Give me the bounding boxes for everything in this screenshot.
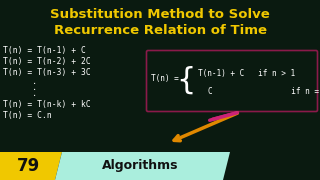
Text: T(n) = T(n-2) + 2C: T(n) = T(n-2) + 2C <box>3 57 91 66</box>
Text: {: { <box>176 66 196 94</box>
Text: T(n) = T(n-k) + kC: T(n) = T(n-k) + kC <box>3 100 91 109</box>
Text: Algorithms: Algorithms <box>102 159 178 172</box>
Text: .: . <box>3 83 37 92</box>
Text: 79: 79 <box>16 157 40 175</box>
Text: .: . <box>3 77 37 86</box>
Text: C                 if n = 1: C if n = 1 <box>208 87 320 96</box>
Text: T(n) = T(n-1) + C: T(n) = T(n-1) + C <box>3 46 86 55</box>
Text: T(n) = C.n: T(n) = C.n <box>3 111 52 120</box>
Text: .: . <box>3 89 37 98</box>
Text: T(n-1) + C   if n > 1: T(n-1) + C if n > 1 <box>198 69 295 78</box>
Text: Substitution Method to Solve: Substitution Method to Solve <box>50 8 270 21</box>
Text: T(n) =: T(n) = <box>151 75 179 84</box>
Text: Recurrence Relation of Time: Recurrence Relation of Time <box>53 24 267 37</box>
Polygon shape <box>0 152 62 180</box>
FancyBboxPatch shape <box>147 51 317 111</box>
Polygon shape <box>55 152 230 180</box>
Text: T(n) = T(n-3) + 3C: T(n) = T(n-3) + 3C <box>3 68 91 77</box>
